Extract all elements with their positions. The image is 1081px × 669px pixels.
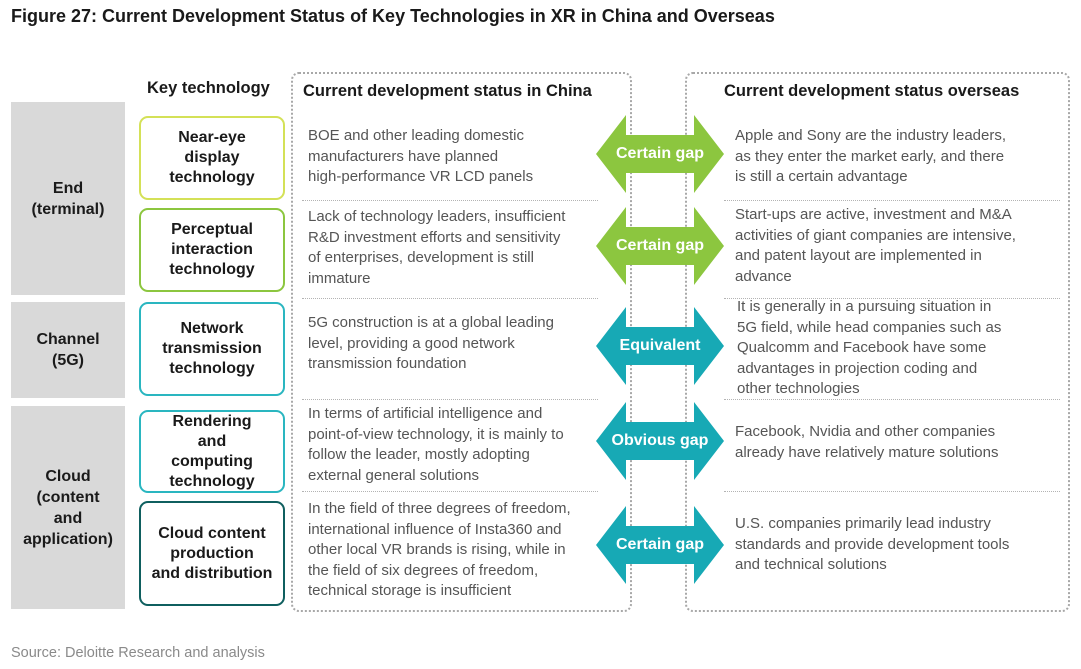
group-channel-5g: Channel (5G) bbox=[11, 302, 125, 398]
row-separator-china bbox=[302, 200, 598, 201]
double-arrow-obvious-gap bbox=[596, 402, 724, 480]
china-status-network: 5G construction is at a global leading l… bbox=[308, 314, 554, 372]
group-cloud: Cloud (content and application) bbox=[11, 406, 125, 609]
comparison-label: Certain gap bbox=[615, 145, 704, 162]
double-arrow-certain-gap-1 bbox=[596, 115, 724, 193]
double-arrow-certain-gap-3 bbox=[596, 506, 724, 584]
row-separator-china bbox=[302, 491, 598, 492]
double-arrow-equivalent bbox=[596, 307, 724, 385]
overseas-status-network: It is generally in a pursuing situation … bbox=[737, 298, 1002, 397]
header-china: Current development status in China bbox=[303, 82, 592, 100]
row-separator-china bbox=[302, 298, 598, 299]
overseas-status-cloud: U.S. companies primarily lead industry s… bbox=[735, 515, 1010, 573]
source-note: Source: Deloitte Research and analysis bbox=[11, 645, 265, 661]
comparison-label: Certain gap bbox=[615, 536, 704, 553]
china-status-near-eye: BOE and other leading domestic manufactu… bbox=[308, 127, 534, 185]
overseas-status-rendering: Facebook, Nvidia and other companies alr… bbox=[735, 423, 999, 461]
row-separator-china bbox=[302, 399, 598, 400]
overseas-status-perceptual: Start-ups are active, investment and M&A… bbox=[735, 206, 1016, 285]
tech-perceptual-interaction: Perceptual interaction technology bbox=[139, 208, 285, 292]
tech-network-transmission: Network transmission technology bbox=[139, 302, 285, 396]
row-separator-overseas bbox=[724, 298, 1060, 299]
tech-near-eye-display: Near-eye display technology bbox=[139, 116, 285, 200]
row-separator-overseas bbox=[724, 399, 1060, 400]
header-overseas: Current development status overseas bbox=[724, 82, 1020, 100]
header-key-technology: Key technology bbox=[147, 79, 270, 97]
double-arrow-certain-gap-2 bbox=[596, 207, 724, 285]
china-status-perceptual: Lack of technology leaders, insufficient… bbox=[308, 208, 566, 287]
group-end-terminal: End (terminal) bbox=[11, 102, 125, 295]
row-separator-overseas bbox=[724, 491, 1060, 492]
china-status-rendering: In terms of artificial intelligence and … bbox=[308, 405, 564, 484]
figure-title: Figure 27: Current Development Status of… bbox=[11, 6, 775, 26]
china-status-cloud: In the field of three degrees of freedom… bbox=[308, 500, 571, 599]
tech-rendering-computing: Rendering and computing technology bbox=[139, 410, 285, 493]
row-separator-overseas bbox=[724, 200, 1060, 201]
tech-cloud-content: Cloud content production and distributio… bbox=[139, 501, 285, 606]
comparison-label: Equivalent bbox=[619, 337, 701, 354]
comparison-label: Certain gap bbox=[615, 237, 704, 254]
comparison-label: Obvious gap bbox=[611, 432, 709, 449]
overseas-status-near-eye: Apple and Sony are the industry leaders,… bbox=[735, 127, 1007, 185]
